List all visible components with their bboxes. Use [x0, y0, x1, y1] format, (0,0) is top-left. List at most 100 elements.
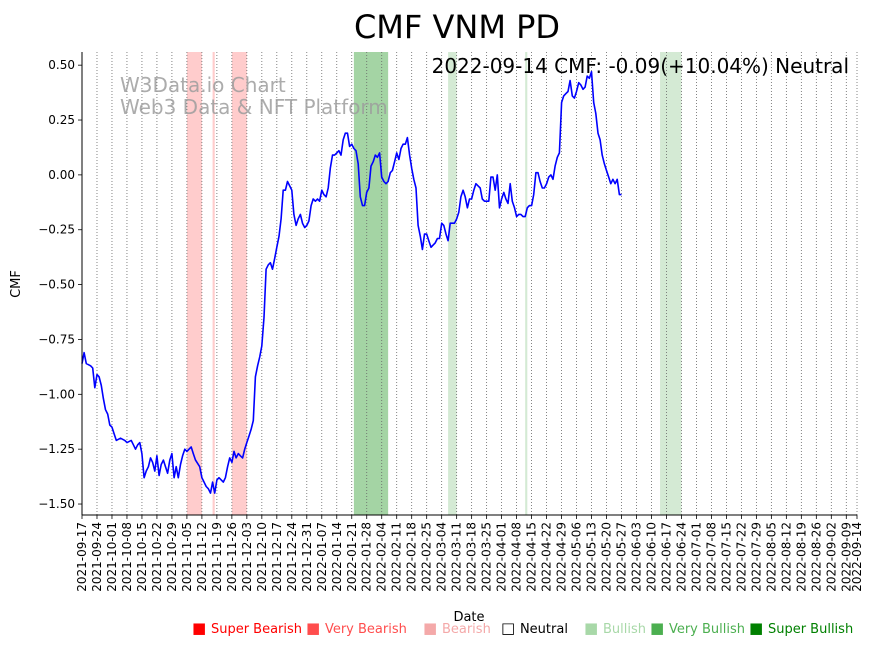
- x-axis-ticks: 2021-09-17 2021-09-24 2021-10-01 2021-10-08…: [75, 515, 864, 592]
- x-tick-label: 2022-05-27: [615, 522, 629, 592]
- x-tick-label: 2022-04-29: [555, 522, 569, 592]
- legend-item-super-bearish: ■ Super Bearish: [192, 619, 302, 637]
- x-tick-label: 2022-03-11: [450, 522, 464, 592]
- watermark-line-1: W3Data.io Chart: [120, 73, 286, 97]
- series-line-cmf: [81, 70, 622, 494]
- x-tick-label: 2021-11-12: [195, 522, 209, 592]
- x-tick-label: 2022-04-22: [540, 522, 554, 592]
- legend-marker: ■: [306, 619, 325, 637]
- legend-label: Neutral: [520, 622, 568, 637]
- legend-label: Super Bearish: [211, 622, 302, 637]
- y-tick-label: 0.50: [48, 58, 75, 72]
- legend-marker: □: [501, 619, 520, 637]
- y-tick-label: −0.50: [38, 278, 75, 292]
- shaded-region-bearish: [231, 52, 247, 515]
- x-tick-label: 2022-08-12: [779, 522, 793, 592]
- x-tick-label: 2021-10-22: [150, 522, 164, 592]
- x-tick-label: 2022-05-20: [600, 522, 614, 592]
- x-tick-label: 2022-03-25: [480, 522, 494, 592]
- x-tick-label: 2021-09-17: [75, 522, 89, 592]
- x-tick-label: 2022-03-04: [435, 522, 449, 592]
- shaded-region-bullish: [660, 52, 682, 515]
- x-tick-label: 2021-12-10: [255, 522, 269, 592]
- x-tick-label: 2022-07-22: [734, 522, 748, 592]
- x-tick-label: 2022-08-19: [794, 522, 808, 592]
- legend-item-super-bullish: ■ Super Bullish: [749, 619, 853, 637]
- legend-marker: ■: [749, 619, 768, 637]
- x-tick-label: 2022-06-17: [659, 522, 673, 592]
- chart-title: CMF VNM PD: [354, 8, 560, 46]
- y-tick-label: −0.75: [38, 332, 75, 346]
- x-tick-label: 2021-11-19: [210, 522, 224, 592]
- x-tick-label: 2022-06-24: [674, 522, 688, 592]
- shaded-region-bearish: [186, 52, 202, 515]
- y-axis-label: CMF: [9, 270, 24, 298]
- legend-marker: ■: [584, 619, 603, 637]
- x-tick-label: 2021-10-01: [105, 522, 119, 592]
- x-tick-label: 2022-08-26: [809, 522, 823, 592]
- series-group: [81, 70, 622, 494]
- legend-item-bullish: ■ Bullish: [584, 619, 646, 637]
- legend: ■ Super Bearish ■ Very Bearish ■ Bearish □ …: [192, 619, 853, 637]
- legend-item-neutral: □ Neutral: [501, 619, 568, 637]
- x-tick-label: 2022-07-15: [719, 522, 733, 592]
- legend-item-very-bearish: ■ Very Bearish: [306, 619, 407, 637]
- x-tick-label: 2022-02-04: [375, 522, 389, 592]
- legend-label: Bearish: [442, 622, 491, 637]
- x-tick-label: 2022-07-08: [704, 522, 718, 592]
- watermark: W3Data.io Chart Web3 Data & NFT Platform: [120, 73, 388, 119]
- x-tick-label: 2021-12-17: [270, 522, 284, 592]
- y-axis-ticks: 0.50 0.25 0.00 −0.25 −0.50 −0.75 −1.00 −1.25 −1.…: [38, 58, 82, 511]
- x-tick-label: 2022-05-13: [585, 522, 599, 592]
- x-tick-label: 2022-02-25: [420, 522, 434, 592]
- x-tick-label: 2022-04-15: [525, 522, 539, 592]
- legend-marker: ■: [650, 619, 669, 637]
- latest-value-annotation: 2022-09-14 CMF: -0.09(+10.04%) Neutral: [432, 54, 849, 78]
- x-tick-label: 2022-04-08: [510, 522, 524, 592]
- x-axis-label: Date: [453, 610, 484, 625]
- y-tick-label: 0.00: [48, 168, 75, 182]
- x-tick-label: 2021-12-24: [285, 522, 299, 592]
- y-tick-label: −0.25: [38, 223, 75, 237]
- y-tick-label: 0.25: [48, 113, 75, 127]
- x-tick-label: 2021-12-31: [300, 522, 314, 592]
- legend-label: Super Bullish: [768, 622, 853, 637]
- x-tick-label: 2021-11-05: [180, 522, 194, 592]
- shaded-region-bearish: [212, 52, 215, 515]
- legend-item-bearish: ■ Bearish: [423, 619, 491, 637]
- x-tick-label: 2022-02-18: [405, 522, 419, 592]
- y-tick-label: −1.25: [38, 442, 75, 456]
- shaded-region-very-bullish: [353, 52, 389, 515]
- y-tick-label: −1.00: [38, 387, 75, 401]
- x-tick-label: 2021-12-03: [240, 522, 254, 592]
- x-tick-label: 2022-03-18: [465, 522, 479, 592]
- x-tick-label: 2022-09-14: [850, 522, 864, 592]
- legend-label: Very Bearish: [325, 622, 407, 637]
- x-tick-label: 2022-02-11: [390, 522, 404, 592]
- x-tick-label: 2022-06-10: [644, 522, 658, 592]
- axes: [81, 52, 857, 516]
- shaded-region-bullish: [448, 52, 457, 515]
- shaded-region-bullish: [525, 52, 528, 515]
- x-tick-label: 2022-04-01: [495, 522, 509, 592]
- watermark-line-2: Web3 Data & NFT Platform: [120, 95, 388, 119]
- x-tick-label: 2022-01-07: [315, 522, 329, 592]
- x-tick-label: 2022-01-28: [360, 522, 374, 592]
- legend-label: Very Bullish: [669, 622, 745, 637]
- x-tick-label: 2022-09-02: [824, 522, 838, 592]
- legend-marker: ■: [192, 619, 211, 637]
- x-tick-label: 2022-08-05: [764, 522, 778, 592]
- y-tick-label: −1.50: [38, 497, 75, 511]
- x-tick-label: 2021-09-24: [90, 522, 104, 592]
- x-tick-label: 2021-10-29: [165, 522, 179, 592]
- x-tick-label: 2022-05-06: [570, 522, 584, 592]
- legend-label: Bullish: [603, 622, 646, 637]
- x-tick-label: 2021-10-15: [135, 522, 149, 592]
- x-tick-label: 2022-06-03: [629, 522, 643, 592]
- grid-lines: [81, 52, 858, 515]
- x-tick-label: 2022-07-01: [689, 522, 703, 592]
- legend-item-very-bullish: ■ Very Bullish: [650, 619, 745, 637]
- x-tick-label: 2022-09-09: [839, 522, 853, 592]
